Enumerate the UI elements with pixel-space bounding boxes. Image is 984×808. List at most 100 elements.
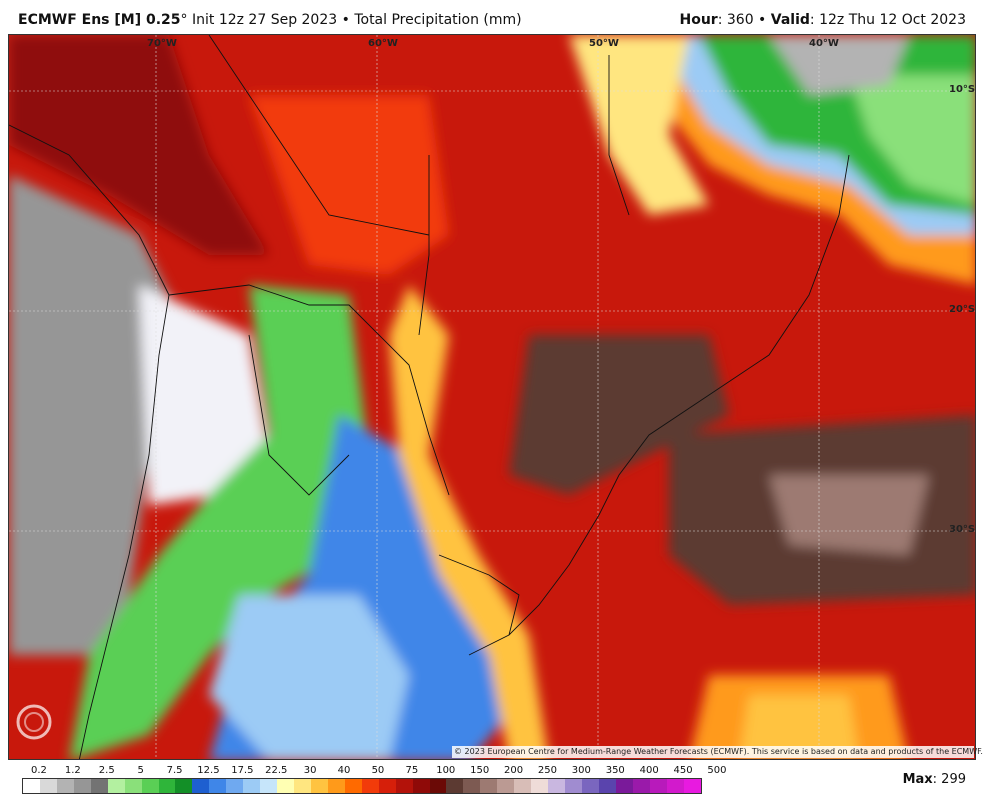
colorbar-swatch xyxy=(463,779,481,793)
colorbar-swatch xyxy=(412,779,430,793)
max-number: : 299 xyxy=(932,772,966,787)
field-nw-darkred xyxy=(9,35,269,255)
lon-label-60w: 60°W xyxy=(368,38,398,49)
colorbar-tick-label: 1.2 xyxy=(64,765,81,776)
colorbar-swatch xyxy=(666,779,684,793)
lat-label-10s: 10°S xyxy=(949,84,976,95)
colorbar-tick-label: 150 xyxy=(470,765,490,776)
colorbar-tick-label: 350 xyxy=(605,765,625,776)
lat-label-20s: 20°S xyxy=(949,304,976,315)
colorbar-swatch xyxy=(124,779,142,793)
forecast-time: Hour: 360 • Valid: 12z Thu 12 Oct 2023 xyxy=(680,12,967,28)
colorbar-swatch xyxy=(90,779,108,793)
colorbar-tick-label: 500 xyxy=(707,765,727,776)
lon-label-40w: 40°W xyxy=(809,38,839,49)
colorbar-swatch xyxy=(649,779,667,793)
lon-label-70w: 70°W xyxy=(147,38,177,49)
colorbar-swatch xyxy=(615,779,633,793)
degree-symbol: ° xyxy=(180,12,188,28)
colorbar-swatch xyxy=(277,779,294,793)
max-value: Max: 299 xyxy=(903,772,966,787)
product-name: Total Precipitation (mm) xyxy=(354,12,522,28)
colorbar-tick-label: 2.5 xyxy=(98,765,115,776)
weatherbell-logo-icon xyxy=(14,700,94,744)
field-argentina-green xyxy=(69,285,369,759)
field-mid-orange xyxy=(249,95,449,275)
colorbar-swatch xyxy=(73,779,91,793)
colorbar-swatch xyxy=(361,779,379,793)
colorbar-tick-label: 40 xyxy=(337,765,351,776)
colorbar-tick-label: 450 xyxy=(673,765,693,776)
colorbar-swatch xyxy=(310,779,328,793)
copyright-notice: © 2023 European Centre for Medium-Range … xyxy=(452,746,983,758)
colorbar-tick-label: 5 xyxy=(137,765,144,776)
colorbar-swatch xyxy=(514,779,532,793)
colorbar-swatch xyxy=(581,779,599,793)
colorbar-tick-label: 7.5 xyxy=(166,765,183,776)
field-yellow-top xyxy=(569,35,709,215)
colorbar-swatch xyxy=(226,779,244,793)
title: ECMWF Ens [M] 0.25° Init 12z 27 Sep 2023… xyxy=(18,12,522,28)
colorbar-swatch xyxy=(107,779,125,793)
colorbar-tick-label: 12.5 xyxy=(197,765,220,776)
precipitation-field xyxy=(9,35,975,759)
field-se-yellow xyxy=(739,695,859,759)
colorbar-swatch xyxy=(378,779,396,793)
colorbar-labels: 0.2 1.2 2.5 5 7.5 12.5 17.5 22.5 30 40 50 75 100 150 2… xyxy=(22,764,727,778)
model-name: ECMWF Ens [M] 0.25 xyxy=(18,12,181,28)
colorbar xyxy=(22,778,702,794)
precipitation-map[interactable]: 70°W 60°W 50°W 40°W 10°S 20°S 30°S xyxy=(8,34,976,760)
field-fringe-yellow xyxy=(389,285,549,759)
colorbar-swatch xyxy=(565,779,582,793)
bullet-2: • xyxy=(753,12,771,28)
colorbar-swatch xyxy=(446,779,464,793)
field-pampas-lightblue xyxy=(209,595,409,759)
borders xyxy=(9,35,850,759)
field-brown-light xyxy=(769,475,929,555)
colorbar-tick-label: 22.5 xyxy=(265,765,288,776)
colorbar-swatch xyxy=(175,779,193,793)
colorbar-swatch xyxy=(158,779,176,793)
colorbar-swatch xyxy=(260,779,278,793)
colorbar-swatch xyxy=(56,779,74,793)
colorbar-swatch xyxy=(548,779,565,793)
colorbar-swatch xyxy=(497,779,515,793)
colorbar-tick-label: 75 xyxy=(405,765,419,776)
colorbar-swatch xyxy=(344,779,362,793)
colorbar-swatch xyxy=(294,779,311,793)
colorbar-tick-label: 400 xyxy=(639,765,659,776)
colorbar-swatch xyxy=(480,779,498,793)
colorbar-swatch xyxy=(598,779,616,793)
valid-value: : 12z Thu 12 Oct 2023 xyxy=(809,12,966,28)
colorbar-tick-label: 50 xyxy=(371,765,385,776)
field-brown-north xyxy=(509,335,729,495)
colorbar-swatch xyxy=(429,779,447,793)
colorbar-tick-label: 200 xyxy=(504,765,524,776)
field-ne-gray xyxy=(769,35,909,95)
colorbar-swatch xyxy=(209,779,227,793)
colorbar-swatch xyxy=(39,779,57,793)
lon-label-50w: 50°W xyxy=(589,38,619,49)
hour-value: : 360 xyxy=(717,12,754,28)
hour-label: Hour xyxy=(679,12,718,28)
colorbar-tick-label: 30 xyxy=(303,765,317,776)
colorbar-swatch xyxy=(192,779,210,793)
init-time: Init 12z 27 Sep 2023 xyxy=(187,12,338,28)
colorbar-tick-label: 100 xyxy=(436,765,456,776)
colorbar-swatch xyxy=(683,779,701,793)
colorbar-swatch xyxy=(243,779,261,793)
valid-label: Valid xyxy=(770,12,810,28)
colorbar-tick-label: 250 xyxy=(537,765,557,776)
colorbar-tick-label: 17.5 xyxy=(231,765,254,776)
colorbar-swatch xyxy=(395,779,413,793)
field-altiplano-white xyxy=(139,285,269,505)
field-west-gray xyxy=(9,175,169,655)
lat-label-30s: 30°S xyxy=(949,524,976,535)
bullet: • xyxy=(337,12,355,28)
colorbar-swatch xyxy=(632,779,650,793)
colorbar-swatch xyxy=(327,779,345,793)
header: ECMWF Ens [M] 0.25° Init 12z 27 Sep 2023… xyxy=(0,0,984,34)
colorbar-tick-label: 0.2 xyxy=(30,765,47,776)
graticule xyxy=(9,35,975,759)
max-label: Max xyxy=(902,772,933,787)
